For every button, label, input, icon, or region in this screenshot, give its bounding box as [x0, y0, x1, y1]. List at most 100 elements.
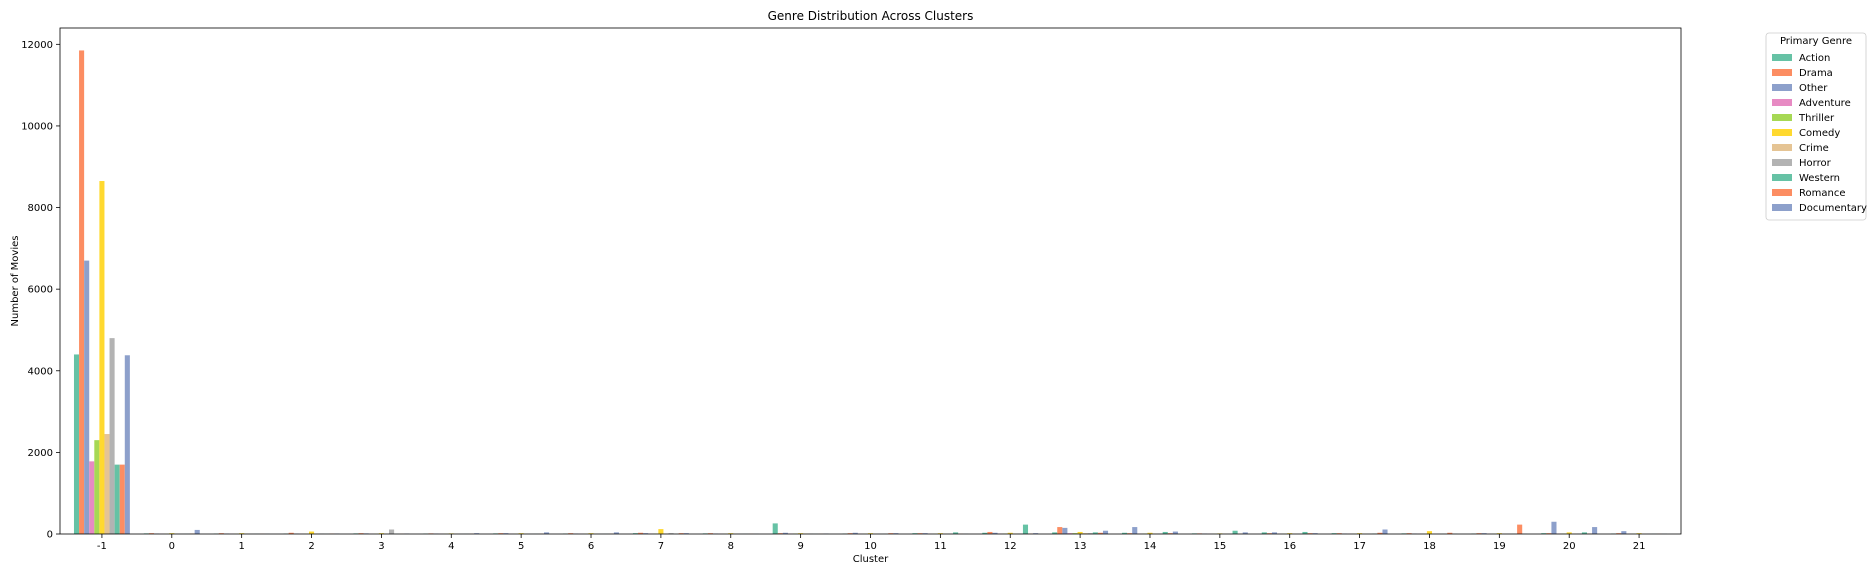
legend-swatch-adventure — [1772, 99, 1792, 106]
bar-documentary-cluster-20 — [1592, 527, 1598, 534]
bar-comedy-cluster-10 — [867, 533, 874, 534]
bar-comedy-cluster-2 — [308, 531, 315, 534]
bar-drama-cluster-10 — [847, 533, 853, 534]
bar-other-cluster-13 — [1062, 527, 1068, 534]
y-tick-label: 6000 — [28, 285, 53, 296]
x-tick-label: 10 — [864, 541, 877, 552]
x-tick-label: -1 — [97, 541, 107, 552]
bars-group — [73, 50, 1668, 535]
bar-drama-cluster-17 — [1336, 533, 1342, 534]
y-tick-label: 8000 — [28, 203, 53, 214]
legend-swatch-thriller — [1772, 114, 1792, 121]
legend-entry-documentary: Documentary — [1799, 203, 1867, 214]
bar-documentary-cluster-14 — [1172, 531, 1178, 534]
bar-comedy-cluster-6 — [588, 533, 594, 534]
y-tick-label: 0 — [47, 530, 53, 541]
bar-comedy-cluster-12 — [1007, 532, 1013, 534]
bar-documentary-cluster-16 — [1312, 533, 1318, 534]
legend-entry-western: Western — [1799, 173, 1840, 184]
y-tick-label: 12000 — [21, 40, 53, 51]
bar-western-cluster-15 — [1232, 530, 1238, 534]
bar-other-cluster-20 — [1551, 521, 1557, 534]
legend-entry-romance: Romance — [1799, 188, 1845, 199]
bar-comedy-cluster-16 — [1287, 533, 1293, 534]
bar-romance-cluster-16 — [1307, 533, 1313, 534]
x-tick-label: 9 — [797, 541, 803, 552]
legend-entry-crime: Crime — [1799, 143, 1829, 154]
bar-other-cluster-5 — [503, 533, 509, 534]
bar-romance-cluster--1 — [119, 464, 125, 534]
legend-swatch-western — [1772, 174, 1792, 181]
legend-entry-horror: Horror — [1799, 158, 1832, 169]
bar-drama-cluster-19 — [1476, 533, 1482, 534]
legend-swatch-romance — [1772, 189, 1792, 196]
bar-horror-cluster--1 — [109, 338, 115, 534]
bar-other-cluster-11 — [922, 533, 928, 534]
bar-thriller-cluster--1 — [94, 440, 100, 534]
bar-drama-cluster-1 — [218, 533, 224, 534]
legend-swatch-action — [1772, 54, 1792, 61]
bar-comedy-cluster-9 — [798, 533, 804, 534]
bar-comedy-cluster-14 — [1147, 532, 1153, 534]
bar-drama-cluster-11 — [917, 533, 923, 534]
bar-drama-cluster-6 — [568, 533, 574, 534]
bar-documentary-cluster-7 — [683, 533, 689, 534]
legend-entry-thriller: Thriller — [1798, 113, 1835, 124]
x-tick-label: 19 — [1493, 541, 1506, 552]
bar-other-cluster-16 — [1271, 532, 1278, 534]
bar-action-cluster-20 — [1541, 533, 1547, 534]
legend-swatch-crime — [1772, 144, 1792, 151]
bar-drama-cluster--1 — [79, 50, 85, 535]
bar-action-cluster-11 — [912, 533, 918, 534]
bar-documentary-cluster-0 — [194, 529, 200, 534]
bar-thriller-cluster-13 — [1072, 533, 1078, 534]
legend-entry-action: Action — [1799, 53, 1830, 64]
bar-documentary-cluster-5 — [544, 532, 550, 534]
x-tick-label: 2 — [308, 541, 314, 552]
legend-swatch-drama — [1772, 69, 1792, 76]
bar-drama-cluster-3 — [358, 533, 364, 534]
bar-adventure-cluster-13 — [1067, 533, 1073, 534]
x-tick-label: 4 — [448, 541, 454, 552]
bar-comedy-cluster-7 — [658, 529, 664, 534]
bar-western-cluster-13 — [1092, 532, 1098, 534]
bar-drama-cluster-12 — [987, 531, 993, 534]
x-tick-label: 7 — [658, 541, 664, 552]
bar-horror-cluster-3 — [389, 529, 395, 534]
bar-drama-cluster-5 — [498, 533, 504, 534]
x-axis-label: Cluster — [853, 554, 889, 565]
bar-crime-cluster-13 — [1082, 533, 1088, 534]
bar-western-cluster-16 — [1302, 531, 1308, 534]
y-axis-label: Number of Movies — [10, 236, 21, 327]
bar-action-cluster-17 — [1331, 533, 1337, 534]
legend-entry-drama: Drama — [1799, 68, 1833, 79]
bar-other-cluster-14 — [1132, 527, 1138, 534]
x-tick-label: 0 — [169, 541, 175, 552]
bar-comedy-cluster--1 — [99, 181, 105, 534]
bar-other-cluster-7 — [643, 533, 649, 534]
bar-comedy-cluster-18 — [1426, 531, 1433, 534]
bar-action-cluster--1 — [73, 354, 80, 534]
bar-action-cluster-16 — [1261, 532, 1267, 534]
x-tick-label: 8 — [728, 541, 734, 552]
bar-comedy-cluster-17 — [1357, 533, 1363, 534]
bar-action-cluster-12 — [982, 532, 988, 534]
bar-horror-cluster-7 — [668, 533, 674, 534]
x-tick-label: 17 — [1353, 541, 1366, 552]
legend-swatch-documentary — [1772, 204, 1792, 211]
bar-romance-cluster-10 — [888, 533, 894, 534]
y-axis-ticks: 0 2000 4000 6000 8000 10000 12000 — [21, 40, 60, 541]
bar-comedy-cluster-5 — [518, 533, 524, 534]
bar-drama-cluster-18 — [1406, 533, 1412, 534]
bar-documentary-cluster-17 — [1382, 529, 1388, 534]
bar-drama-cluster-7 — [638, 532, 644, 534]
bar-drama-cluster-16 — [1266, 533, 1272, 534]
bar-western-cluster-20 — [1581, 532, 1587, 534]
bar-documentary-cluster-12 — [1033, 533, 1039, 534]
x-tick-label: 16 — [1283, 541, 1296, 552]
bar-other-cluster-10 — [852, 532, 858, 534]
bar-drama-cluster-9 — [777, 533, 783, 534]
x-tick-label: 21 — [1633, 541, 1646, 552]
bar-comedy-cluster-3 — [378, 533, 384, 534]
